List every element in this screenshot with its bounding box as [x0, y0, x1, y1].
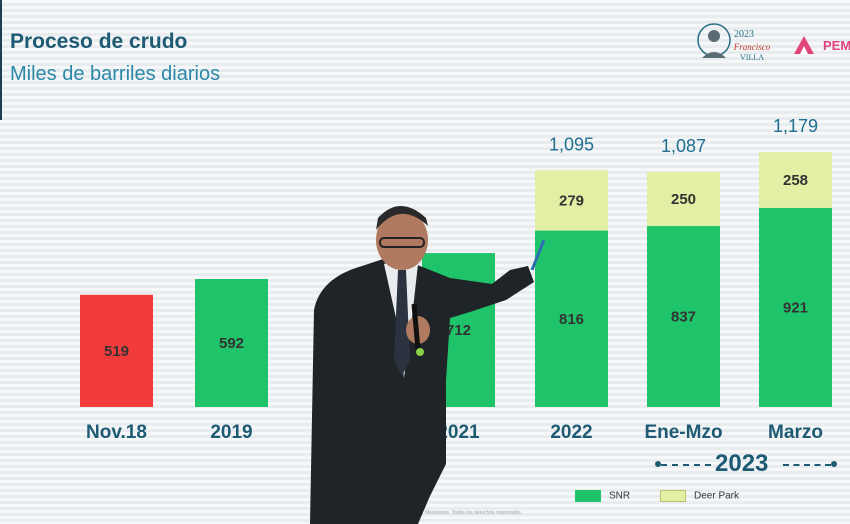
category-label-5: Ene-Mzo: [644, 422, 722, 443]
bar-snr-6: [759, 207, 832, 407]
vila-surname-text: VILLA: [740, 53, 764, 62]
bar-snr-0: [80, 294, 153, 407]
bar-snr-1: [195, 279, 268, 407]
category-label-3: 2021: [437, 422, 480, 443]
total-label-4: 1,095: [549, 134, 594, 154]
presenter-figure: [310, 206, 545, 524]
bracket-dot-right: [831, 461, 837, 467]
value-label-deer-park-4: 279: [559, 192, 584, 209]
category-label-0: Nov.18: [86, 422, 147, 443]
value-label-snr-3: 712: [446, 322, 471, 339]
pemex-wordmark: PEM: [823, 38, 850, 53]
category-label-6: Marzo: [768, 422, 823, 443]
total-label-6: 1,179: [773, 116, 818, 136]
legend-swatch-snr: [575, 490, 601, 502]
bracket-dot-left: [655, 461, 661, 467]
year-group-label: 2023: [715, 450, 769, 477]
title-accent-rule: [0, 0, 2, 120]
total-label-5: 1,087: [661, 136, 706, 156]
bar-deer-park-4: [535, 170, 608, 231]
bar-deer-park-5: [647, 171, 720, 227]
category-label-4: 2022: [550, 422, 592, 443]
francisco-villa-2023-logo: 2023 Francisco VILLA: [697, 23, 771, 62]
value-label-deer-park-6: 258: [783, 172, 808, 189]
legend-label-deer-park: Deer Park: [694, 490, 740, 502]
value-label-deer-park-5: 250: [671, 191, 696, 208]
footer-copyright: Mexicanos. Todos los derechos reservados…: [425, 510, 523, 516]
value-label-snr-1: 592: [219, 335, 244, 352]
year-group-bracket: 2023: [655, 450, 837, 478]
chart-title: Proceso de crudo: [10, 30, 188, 53]
bracket-dash-right: [783, 464, 831, 466]
value-label-snr-5: 837: [671, 309, 696, 326]
vila-name-text: Francisco: [733, 42, 771, 52]
pemex-logo: PEM: [794, 36, 850, 54]
legend-swatch-deer-park: [660, 490, 686, 502]
legend-item-deer-park: Deer Park: [660, 490, 739, 502]
value-label-snr-6: 921: [783, 299, 808, 316]
vila-year-text: 2023: [734, 29, 754, 40]
bar-snr-4: [535, 230, 608, 407]
legend-item-snr: SNR: [575, 490, 630, 502]
legend-label-snr: SNR: [609, 490, 631, 502]
value-label-snr-0: 519: [104, 343, 129, 360]
chart-subtitle: Miles de barriles diarios: [10, 63, 221, 85]
bar-snr-5: [647, 226, 720, 407]
bracket-dash-left: [661, 464, 711, 466]
value-label-snr-4: 816: [559, 311, 584, 328]
bar-deer-park-6: [759, 152, 832, 208]
category-label-1: 2019: [210, 422, 252, 443]
